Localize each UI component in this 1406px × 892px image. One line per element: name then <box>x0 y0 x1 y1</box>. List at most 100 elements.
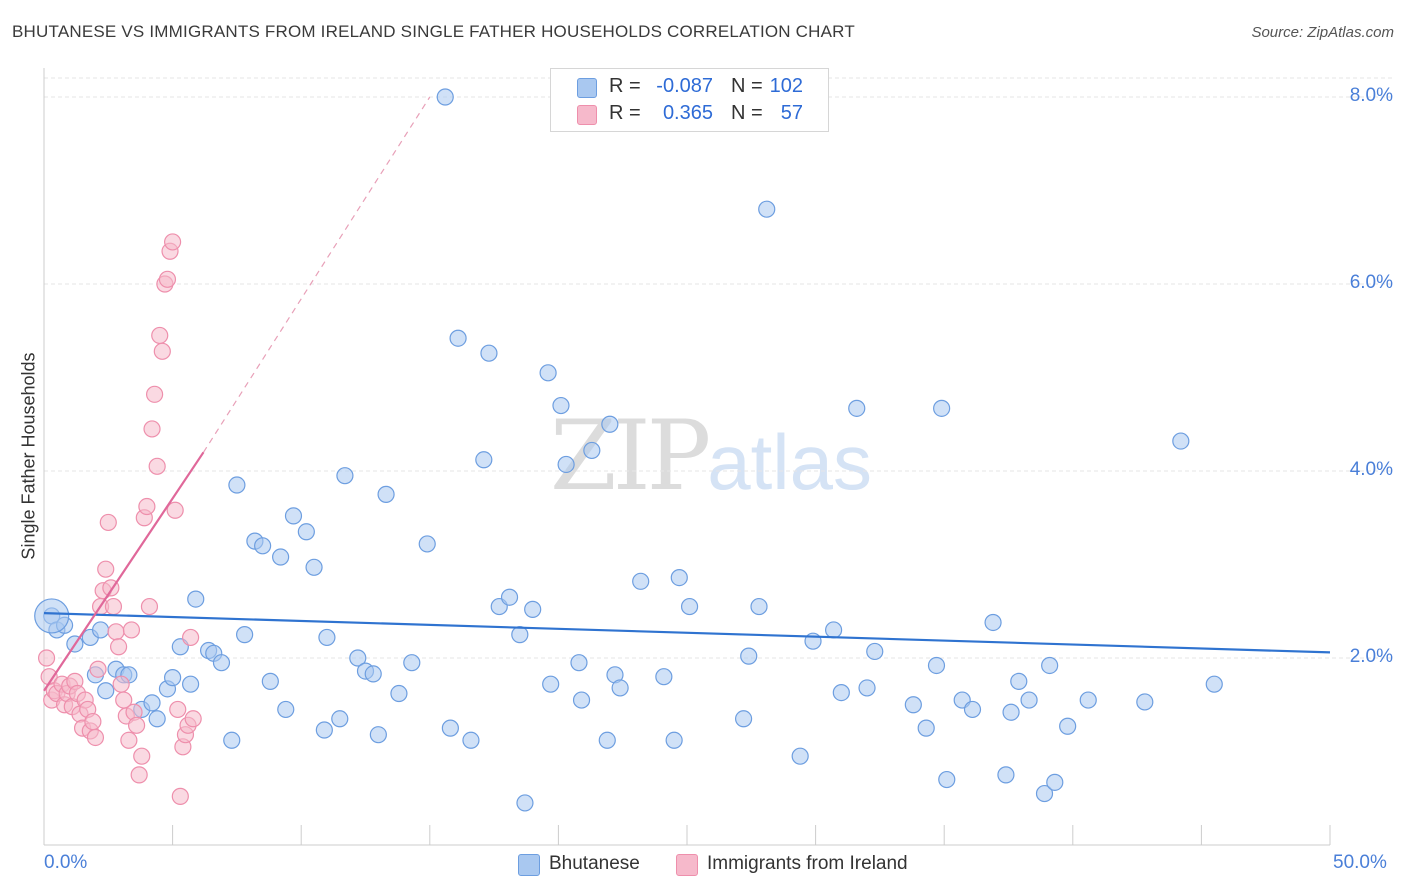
watermark-atlas: atlas <box>707 418 872 506</box>
data-point <box>670 568 688 587</box>
data-point <box>297 523 315 541</box>
data-point <box>933 399 951 417</box>
data-point <box>120 731 138 749</box>
data-point <box>825 621 843 639</box>
data-point <box>151 326 169 345</box>
source-label: Source: ZipAtlas.com <box>1251 24 1394 41</box>
data-point <box>866 642 884 661</box>
data-point <box>349 649 367 667</box>
data-point <box>436 88 454 106</box>
chart-title: BHUTANESE VS IMMIGRANTS FROM IRELAND SIN… <box>12 22 855 41</box>
data-point <box>1172 432 1190 450</box>
data-point <box>164 669 182 687</box>
data-point <box>182 628 200 647</box>
data-point <box>109 638 128 656</box>
data-point-large <box>34 598 70 634</box>
data-point <box>758 200 776 218</box>
data-point <box>598 731 616 749</box>
data-point <box>832 683 850 702</box>
data-point <box>143 694 161 712</box>
y-axis-label: Single Father Households <box>18 352 39 560</box>
data-point <box>331 710 349 728</box>
legend-row-bhutanese: R = -0.087 N = 102 <box>551 74 828 100</box>
data-point <box>153 342 171 360</box>
data-point <box>104 597 123 616</box>
legend-label-ireland: Immigrants from Ireland <box>707 853 908 874</box>
r-label: R = <box>609 75 641 97</box>
data-point <box>611 679 629 697</box>
data-point <box>130 766 148 784</box>
data-point <box>318 628 336 647</box>
data-point <box>138 497 156 516</box>
y-tick-label: 2.0% <box>1349 646 1393 667</box>
n-value: 57 <box>780 102 803 124</box>
data-point <box>184 710 202 728</box>
data-point <box>127 716 146 734</box>
data-point <box>462 731 480 749</box>
y-tick-label: 4.0% <box>1349 459 1393 480</box>
data-point <box>277 700 295 719</box>
correlation-legend: R = -0.087 N = 102 R = 0.365 N = 57 <box>550 68 829 132</box>
data-point <box>572 691 591 709</box>
data-point <box>963 700 982 719</box>
r-value: -0.087 <box>656 75 713 97</box>
legend-row-ireland: R = 0.365 N = 57 <box>551 101 828 127</box>
data-point <box>336 467 354 485</box>
data-point <box>1046 773 1064 791</box>
data-point <box>848 399 866 417</box>
data-point <box>364 665 382 683</box>
data-point <box>133 747 151 765</box>
data-point <box>369 726 387 744</box>
data-point <box>665 731 683 749</box>
trend-line-ireland <box>43 451 205 692</box>
data-point <box>475 451 493 469</box>
data-point <box>1079 691 1097 709</box>
data-point <box>557 455 575 474</box>
data-point <box>997 766 1015 784</box>
data-point <box>632 572 650 590</box>
data-point <box>84 712 102 731</box>
data-point <box>272 548 290 566</box>
data-point <box>449 329 467 347</box>
x-tick-label-min: 0.0% <box>44 852 88 873</box>
legend-swatch-ireland <box>676 854 698 876</box>
data-point <box>1010 672 1028 690</box>
legend-label-bhutanese: Bhutanese <box>549 853 640 874</box>
data-point <box>570 654 588 672</box>
data-point <box>552 396 570 415</box>
legend-swatch-pink <box>577 105 597 125</box>
data-point <box>524 600 542 618</box>
data-point <box>500 588 519 606</box>
y-tick-label: 8.0% <box>1349 85 1393 106</box>
n-label: N = <box>731 102 763 124</box>
data-point <box>418 535 436 553</box>
data-point <box>171 787 189 805</box>
data-point <box>750 597 768 616</box>
data-point <box>1020 691 1038 709</box>
data-point <box>904 696 922 714</box>
data-point <box>1002 703 1020 721</box>
data-point <box>169 700 187 719</box>
data-point <box>91 621 110 639</box>
data-point <box>140 597 159 616</box>
data-point <box>791 747 809 765</box>
data-point <box>122 621 141 639</box>
data-point <box>99 513 117 532</box>
n-label: N = <box>731 75 763 97</box>
data-point <box>403 654 421 672</box>
data-point <box>37 649 56 667</box>
data-point <box>539 364 557 382</box>
data-point <box>228 476 246 494</box>
data-point <box>97 682 115 700</box>
data-point <box>107 623 125 641</box>
data-point <box>1136 693 1154 711</box>
data-point <box>542 675 560 693</box>
data-point <box>441 719 459 737</box>
data-point <box>680 597 699 616</box>
data-point <box>601 415 619 433</box>
data-point <box>740 647 758 665</box>
data-point <box>305 558 323 576</box>
legend-swatch-blue <box>577 78 597 98</box>
data-point <box>984 613 1002 632</box>
